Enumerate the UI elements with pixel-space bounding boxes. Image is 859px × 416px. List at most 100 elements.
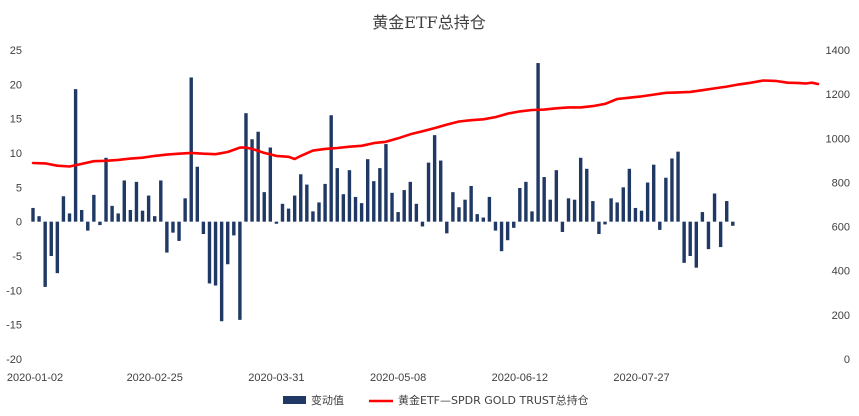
bar xyxy=(98,221,102,226)
bar xyxy=(469,185,473,222)
bar xyxy=(244,113,248,222)
bar xyxy=(183,198,187,222)
bar xyxy=(335,168,339,222)
bar xyxy=(305,184,309,222)
bar xyxy=(603,221,607,225)
bar xyxy=(542,177,546,222)
y-right-tick-label: 800 xyxy=(832,177,850,189)
bar xyxy=(682,221,686,263)
bar xyxy=(329,115,333,222)
bar xyxy=(609,198,613,222)
bar xyxy=(676,151,680,222)
y-left-axis: -20 -15 -10 -5 0 5 10 15 20 25 xyxy=(6,45,22,366)
y-left-tick-label: -5 xyxy=(12,251,22,263)
bar xyxy=(73,89,78,222)
bar xyxy=(554,170,559,222)
bar xyxy=(481,217,486,222)
y-right-tick-label: 1000 xyxy=(826,133,850,145)
bar xyxy=(572,199,577,222)
bar xyxy=(505,221,510,241)
bar xyxy=(37,216,41,222)
bar xyxy=(274,221,279,224)
bar xyxy=(92,194,96,222)
bar xyxy=(463,199,467,222)
bar xyxy=(286,208,291,222)
bar xyxy=(524,181,528,222)
bar xyxy=(475,214,479,222)
bar xyxy=(402,190,406,222)
bar xyxy=(530,211,534,222)
bar xyxy=(171,221,175,233)
bar xyxy=(86,221,90,231)
bar xyxy=(664,177,668,222)
y-right-tick-label: 1400 xyxy=(826,45,850,57)
bar xyxy=(718,221,723,248)
y-right-tick-label: 0 xyxy=(844,354,850,366)
y-right-tick-label: 1200 xyxy=(826,89,850,101)
y-left-tick-label: 20 xyxy=(10,79,22,91)
bar xyxy=(426,162,431,222)
bar xyxy=(159,180,163,222)
bar xyxy=(432,135,437,222)
bar xyxy=(372,181,376,222)
bar xyxy=(250,139,254,222)
bar xyxy=(645,182,650,222)
x-tick-label: 2020-07-27 xyxy=(613,372,669,384)
bar xyxy=(439,160,443,222)
bar xyxy=(61,196,66,222)
legend: 变动值 黄金ETF—SPDR GOLD TRUST总持仓 xyxy=(283,393,589,407)
y-left-tick-label: 25 xyxy=(10,45,22,57)
bar xyxy=(79,209,84,222)
y-right-tick-label: 400 xyxy=(832,266,850,278)
bar xyxy=(189,77,193,222)
bar xyxy=(731,221,735,226)
bar xyxy=(566,198,571,222)
y-left-tick-label: 0 xyxy=(16,217,22,229)
y-left-tick-label: -20 xyxy=(6,354,22,366)
bar xyxy=(104,157,108,222)
bar xyxy=(31,207,35,222)
bar xyxy=(585,168,589,222)
y-right-tick-label: 200 xyxy=(832,310,850,322)
bar xyxy=(512,221,516,228)
legend-swatch-bar xyxy=(283,396,306,404)
bar xyxy=(633,207,638,222)
bar xyxy=(134,181,139,222)
bar xyxy=(292,195,297,222)
bar xyxy=(359,203,364,222)
bar xyxy=(165,221,169,253)
bar xyxy=(518,188,522,222)
legend-label-bar: 变动值 xyxy=(311,393,344,407)
bar xyxy=(700,212,705,222)
x-axis: 2020-01-02 2020-02-25 2020-03-31 2020-05-08… xyxy=(7,372,670,384)
bar xyxy=(457,207,461,222)
bar xyxy=(493,221,498,231)
y-left-tick-label: 15 xyxy=(10,114,22,126)
bar xyxy=(201,221,206,235)
legend-label-line: 黄金ETF—SPDR GOLD TRUST总持仓 xyxy=(398,393,589,407)
bar xyxy=(256,131,260,222)
bar xyxy=(299,174,303,222)
bar xyxy=(311,211,315,222)
y-left-tick-label: -15 xyxy=(6,320,22,332)
bar xyxy=(639,210,644,222)
bar xyxy=(268,147,273,222)
bar xyxy=(420,221,425,227)
bar xyxy=(499,221,504,252)
bar xyxy=(122,180,126,222)
bar xyxy=(219,221,224,322)
y-left-tick-label: -10 xyxy=(6,285,22,297)
y-left-tick-label: 10 xyxy=(10,148,22,160)
bar xyxy=(317,202,321,222)
x-tick-label: 2020-05-08 xyxy=(370,372,426,384)
x-tick-label: 2020-02-25 xyxy=(127,372,183,384)
x-tick-label: 2020-01-02 xyxy=(7,372,63,384)
bar xyxy=(414,203,419,222)
y-left-tick-label: 5 xyxy=(16,182,22,194)
bar xyxy=(280,203,285,222)
bar xyxy=(262,192,266,222)
bar xyxy=(408,181,412,222)
bar xyxy=(116,213,120,222)
bar xyxy=(140,210,145,222)
bar xyxy=(347,170,352,222)
